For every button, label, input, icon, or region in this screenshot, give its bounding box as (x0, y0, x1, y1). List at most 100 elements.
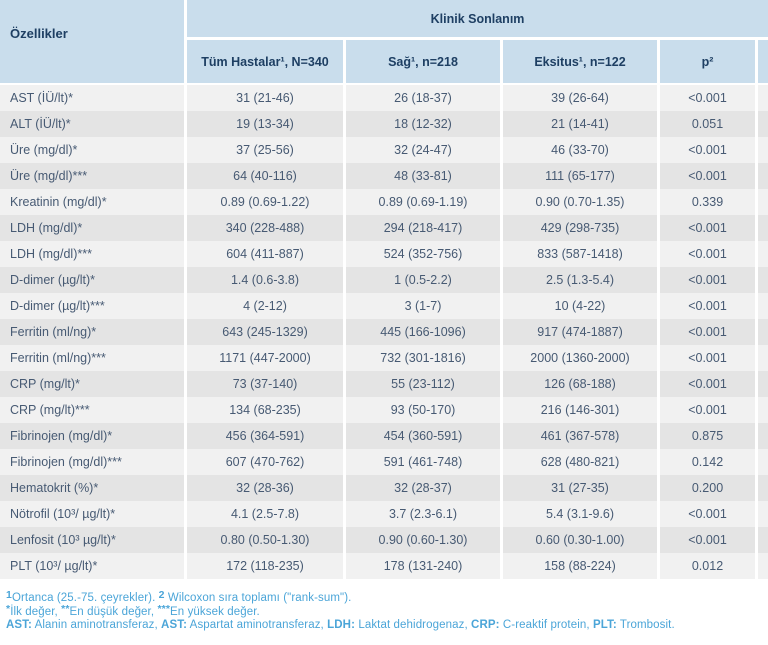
filler-cell (755, 345, 768, 371)
cell-p-value: 0.339 (657, 189, 755, 215)
table-row: Üre (mg/dl)*** 64 (40-116) 48 (33-81) 111 (… (0, 163, 768, 189)
filler-cell (755, 215, 768, 241)
filler-cell (755, 475, 768, 501)
cell-value: 46 (33-70) (500, 137, 657, 163)
cell-p-value: <0.001 (657, 85, 755, 111)
cell-value: 643 (245-1329) (184, 319, 343, 345)
cell-value: 429 (298-735) (500, 215, 657, 241)
row-label: ALT (İÜ/lt)* (0, 111, 184, 137)
filler-cell (755, 189, 768, 215)
cell-p-value: <0.001 (657, 241, 755, 267)
filler-cell (755, 137, 768, 163)
cell-p-value: 0.051 (657, 111, 755, 137)
cell-p-value: <0.001 (657, 137, 755, 163)
cell-value: 1 (0.5-2.2) (343, 267, 500, 293)
row-label: LDH (mg/dl)* (0, 215, 184, 241)
cell-value: 0.90 (0.60-1.30) (343, 527, 500, 553)
row-label: Nötrofil (10³/ µg/lt)* (0, 501, 184, 527)
cell-value: 21 (14-41) (500, 111, 657, 137)
cell-value: 93 (50-170) (343, 397, 500, 423)
cell-value: 604 (411-887) (184, 241, 343, 267)
table-row: Nötrofil (10³/ µg/lt)* 4.1 (2.5-7.8) 3.7 (… (0, 501, 768, 527)
column-header-tum-hastalar: Tüm Hastalar¹, N=340 (184, 40, 343, 85)
footnote-segment: Alanin aminotransferaz, (31, 619, 162, 631)
cell-p-value: <0.001 (657, 371, 755, 397)
row-label: Üre (mg/dl)* (0, 137, 184, 163)
cell-p-value: 0.200 (657, 475, 755, 501)
cell-value: 126 (68-188) (500, 371, 657, 397)
table-row: Lenfosit (10³ µg/lt)* 0.80 (0.50-1.30) 0.9… (0, 527, 768, 553)
row-label: Lenfosit (10³ µg/lt)* (0, 527, 184, 553)
cell-value: 833 (587-1418) (500, 241, 657, 267)
filler-header-cell (755, 40, 768, 85)
footnote-segment: Wilcoxon sıra toplamı ("rank-sum"). (164, 592, 352, 604)
cell-p-value: 0.142 (657, 449, 755, 475)
cell-value: 73 (37-140) (184, 371, 343, 397)
cell-p-value: <0.001 (657, 501, 755, 527)
cell-value: 64 (40-116) (184, 163, 343, 189)
cell-value: 340 (228-488) (184, 215, 343, 241)
cell-value: 524 (352-756) (343, 241, 500, 267)
cell-value: 917 (474-1887) (500, 319, 657, 345)
table-row: PLT (10³/ µg/lt)* 172 (118-235) 178 (131-2… (0, 553, 768, 579)
cell-value: 32 (28-36) (184, 475, 343, 501)
row-label: PLT (10³/ µg/lt)* (0, 553, 184, 579)
cell-value: 111 (65-177) (500, 163, 657, 189)
cell-value: 216 (146-301) (500, 397, 657, 423)
filler-cell (755, 371, 768, 397)
row-label: Fibrinojen (mg/dl)* (0, 423, 184, 449)
footnote-segment: 1 (6, 589, 12, 601)
footnote-segment: ** (61, 602, 70, 615)
clinical-outcomes-table: Özellikler Klinik Sonlanım Tüm Hastalar¹… (0, 0, 768, 579)
footnote-segment: AST: (6, 619, 32, 631)
table-row: D-dimer (µg/lt)* 1.4 (0.6-3.8) 1 (0.5-2.2)… (0, 267, 768, 293)
filler-cell (755, 423, 768, 449)
table-row: LDH (mg/dl)* 340 (228-488) 294 (218-417) 42… (0, 215, 768, 241)
cell-value: 32 (28-37) (343, 475, 500, 501)
row-label: D-dimer (µg/lt)* (0, 267, 184, 293)
row-label: D-dimer (µg/lt)*** (0, 293, 184, 319)
cell-value: 32 (24-47) (343, 137, 500, 163)
cell-value: 591 (461-748) (343, 449, 500, 475)
footnotes: 1Ortanca (25.-75. çeyrekler). 2 Wilcoxon… (6, 589, 768, 633)
cell-value: 732 (301-1816) (343, 345, 500, 371)
cell-value: 1171 (447-2000) (184, 345, 343, 371)
group-header-klinik-sonlanim: Klinik Sonlanım (184, 0, 768, 40)
footnote-segment: Laktat dehidrogenaz, (355, 619, 472, 631)
table-row: CRP (mg/lt)* 73 (37-140) 55 (23-112) 126 (6… (0, 371, 768, 397)
cell-value: 2.5 (1.3-5.4) (500, 267, 657, 293)
cell-p-value: 0.012 (657, 553, 755, 579)
table-row: LDH (mg/dl)*** 604 (411-887) 524 (352-756)… (0, 241, 768, 267)
row-label: Kreatinin (mg/dl)* (0, 189, 184, 215)
table-row: CRP (mg/lt)*** 134 (68-235) 93 (50-170) 216… (0, 397, 768, 423)
table-row: Fibrinojen (mg/dl)*** 607 (470-762) 591 (4… (0, 449, 768, 475)
table-row: Üre (mg/dl)* 37 (25-56) 32 (24-47) 46 (33-7… (0, 137, 768, 163)
cell-p-value: <0.001 (657, 163, 755, 189)
table-row: AST (İÜ/lt)* 31 (21-46) 26 (18-37) 39 (26-6… (0, 85, 768, 111)
filler-cell (755, 241, 768, 267)
table-row: ALT (İÜ/lt)* 19 (13-34) 18 (12-32) 21 (14-4… (0, 111, 768, 137)
cell-value: 0.60 (0.30-1.00) (500, 527, 657, 553)
cell-p-value: <0.001 (657, 267, 755, 293)
footnote-segment: Aspartat aminotransferaz, (187, 619, 328, 631)
cell-value: 445 (166-1096) (343, 319, 500, 345)
row-label: Ferritin (ml/ng)*** (0, 345, 184, 371)
footnote-segment: 2 (158, 589, 165, 601)
cell-p-value: <0.001 (657, 319, 755, 345)
cell-value: 134 (68-235) (184, 397, 343, 423)
table-row: D-dimer (µg/lt)*** 4 (2-12) 3 (1-7) 10 (4-2… (0, 293, 768, 319)
footnote-line-2: *İlk değer, **En düşük değer, ***En yüks… (6, 602, 768, 620)
cell-p-value: <0.001 (657, 293, 755, 319)
row-label: AST (İÜ/lt)* (0, 85, 184, 111)
cell-value: 607 (470-762) (184, 449, 343, 475)
footnote-segment: En yüksek değer. (170, 605, 260, 618)
footnote-segment: PLT: (592, 619, 617, 631)
cell-value: 461 (367-578) (500, 423, 657, 449)
table-row: Hematokrit (%)* 32 (28-36) 32 (28-37) 31 (2… (0, 475, 768, 501)
cell-value: 31 (21-46) (184, 85, 343, 111)
footnote-segment: *** (157, 602, 171, 615)
filler-cell (755, 501, 768, 527)
footnote-segment: * (6, 602, 11, 615)
cell-value: 55 (23-112) (343, 371, 500, 397)
cell-value: 18 (12-32) (343, 111, 500, 137)
